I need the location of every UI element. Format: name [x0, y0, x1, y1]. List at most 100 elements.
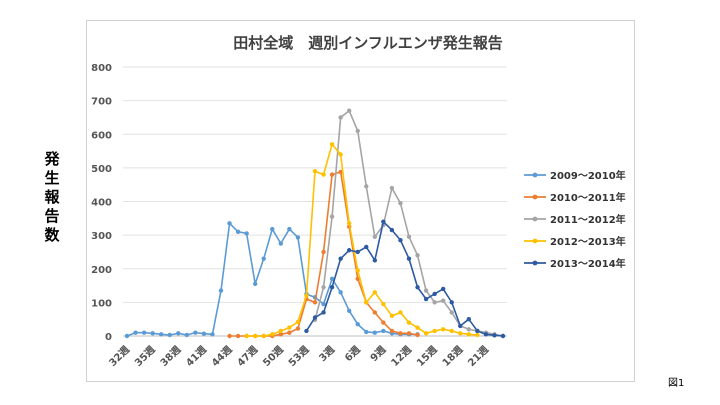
x-tick-label: 44週 — [209, 344, 234, 369]
x-tick-label: 18週 — [440, 344, 465, 369]
series-group — [124, 108, 506, 339]
data-point — [295, 319, 301, 325]
data-point — [287, 330, 292, 335]
data-point — [210, 332, 215, 337]
series-1 — [124, 221, 420, 339]
data-point — [398, 237, 403, 243]
data-point — [389, 313, 395, 319]
data-point — [475, 332, 480, 338]
y-tick-label: 500 — [91, 164, 112, 175]
data-point — [287, 325, 292, 330]
data-point — [261, 333, 266, 339]
y-tick-label: 800 — [91, 63, 112, 74]
legend-item: 2010～2011年 — [524, 191, 626, 204]
data-point — [432, 291, 437, 297]
data-point — [449, 328, 454, 334]
legend-swatch-marker — [532, 216, 538, 222]
data-point — [321, 249, 326, 255]
data-point — [346, 108, 352, 113]
legend-swatch-marker — [532, 172, 538, 178]
x-tick-label: 47週 — [235, 344, 260, 369]
y-tick-label: 700 — [91, 97, 112, 108]
data-point — [372, 234, 378, 240]
y-tick-labels: 0 100 200 300 400 500 600 700 800 — [91, 63, 112, 343]
data-point — [329, 214, 335, 219]
x-tick-label: 9週 — [368, 344, 388, 364]
data-point — [406, 320, 412, 325]
data-point — [364, 184, 369, 189]
data-point — [372, 290, 378, 295]
data-point — [312, 169, 318, 174]
data-point — [338, 115, 343, 120]
data-point — [415, 332, 420, 338]
data-point — [270, 332, 275, 337]
x-tick-labels: 32週 35週 38週 41週 44週 47週 50週 53週 3週 6週 9週 12週 15週 18週 2… — [107, 344, 491, 369]
data-point — [381, 219, 386, 224]
data-point — [218, 288, 224, 293]
data-point — [244, 333, 249, 339]
x-tick-label: 3週 — [317, 344, 337, 364]
data-point — [415, 285, 420, 290]
data-point — [440, 286, 446, 292]
data-point — [406, 234, 412, 240]
data-point — [321, 172, 326, 177]
series-5 — [304, 219, 506, 339]
legend-item: 2009～2010年 — [524, 169, 626, 182]
data-point — [372, 258, 378, 263]
data-point — [312, 315, 318, 320]
data-point — [483, 332, 489, 337]
data-point — [295, 235, 301, 240]
x-tick-label: 53週 — [286, 344, 311, 369]
data-point — [346, 221, 352, 226]
data-point — [398, 310, 403, 315]
data-point — [252, 281, 258, 287]
data-point — [458, 323, 463, 329]
data-point — [449, 300, 454, 305]
data-point — [423, 331, 429, 336]
data-point — [466, 327, 472, 332]
data-point — [278, 332, 284, 337]
data-point — [432, 328, 437, 334]
data-point — [184, 332, 190, 338]
data-point — [355, 322, 360, 327]
series-line — [126, 222, 418, 337]
x-tick-label: 41週 — [184, 344, 209, 369]
x-tick-label: 32週 — [107, 344, 132, 369]
x-tick-label: 50週 — [261, 344, 286, 369]
data-point — [329, 142, 335, 147]
data-point — [364, 300, 369, 305]
data-point — [338, 152, 343, 157]
data-point — [398, 331, 403, 336]
data-point — [338, 256, 343, 261]
data-point — [364, 244, 369, 250]
data-point — [372, 330, 378, 335]
data-point — [389, 328, 395, 334]
data-point — [406, 331, 412, 336]
data-point — [355, 276, 360, 282]
data-point — [321, 310, 326, 315]
data-point — [158, 332, 164, 337]
legend-item: 2013～2014年 — [524, 257, 626, 270]
data-point — [381, 328, 386, 334]
data-point — [235, 229, 241, 234]
data-point — [329, 285, 335, 290]
x-tick-label: 38週 — [158, 344, 183, 369]
data-point — [415, 253, 420, 258]
data-point — [475, 328, 480, 334]
data-point — [355, 249, 360, 255]
data-point — [381, 301, 386, 307]
data-point — [466, 316, 472, 322]
series-line — [305, 220, 504, 337]
x-tick-label: 6週 — [342, 344, 362, 364]
data-point — [458, 331, 463, 336]
data-point — [346, 308, 352, 313]
data-point — [338, 169, 343, 175]
data-point — [440, 327, 446, 332]
data-point — [235, 333, 241, 339]
y-axis-label: 発生報告数 — [44, 150, 60, 244]
legend-item: 2011～2012年 — [524, 213, 626, 226]
legend-label: 2009～2010年 — [550, 169, 626, 182]
data-point — [364, 329, 369, 335]
data-point — [398, 200, 403, 206]
data-point — [372, 310, 378, 315]
